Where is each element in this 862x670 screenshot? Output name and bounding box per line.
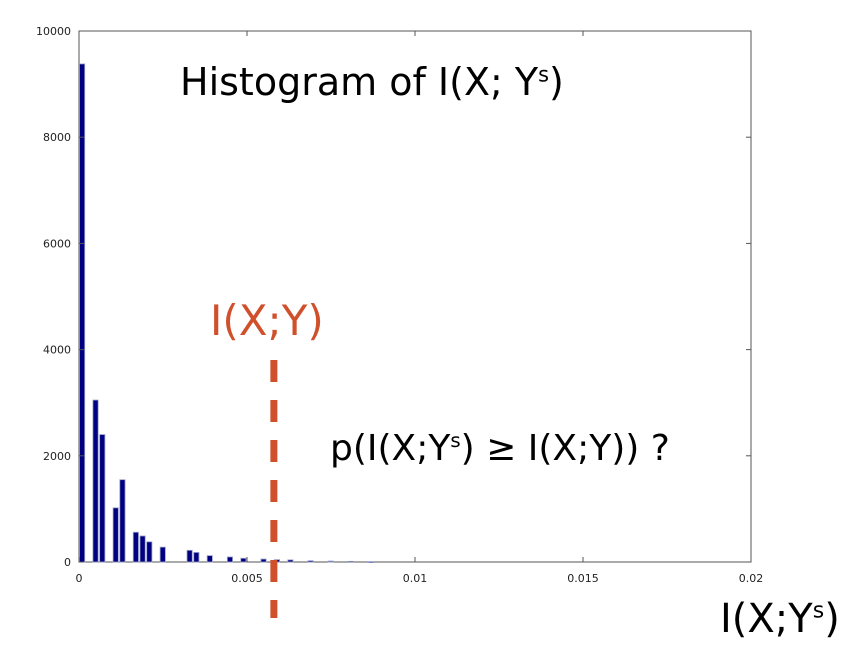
y-tick-label-3: 6000 <box>43 237 71 250</box>
histogram-bars <box>79 63 375 563</box>
histogram-bar-7 <box>146 541 153 563</box>
y-tick-label-2: 4000 <box>43 344 71 357</box>
histogram-bar-6 <box>139 535 146 563</box>
histogram-bar-9 <box>186 549 193 563</box>
x-tick-label-1: 0.005 <box>231 572 263 585</box>
x-tick-label-0: 0 <box>76 572 83 585</box>
histogram-bar-10 <box>193 552 200 563</box>
histogram-bar-19 <box>347 560 354 563</box>
histogram-bar-12 <box>226 556 233 563</box>
y-tick-label-1: 2000 <box>43 450 71 463</box>
y-tick-label-0: 0 <box>64 556 71 569</box>
histogram-bar-13 <box>240 557 247 563</box>
histogram-bar-20 <box>368 561 375 563</box>
histogram-bar-8 <box>159 546 166 563</box>
histogram-bar-4 <box>119 479 126 563</box>
x-tick-label-4: 0.02 <box>739 572 764 585</box>
histogram-bar-11 <box>206 555 213 563</box>
histogram-bar-17 <box>307 560 314 563</box>
histogram-bar-0 <box>79 63 86 563</box>
histogram-bar-14 <box>260 558 267 563</box>
y-tick-label-5: 10000 <box>36 25 71 38</box>
histogram-bar-5 <box>132 531 139 563</box>
axis-ticks: 0 0.005 0.01 0.015 0.02 0 2000 4000 6000 8000 1000… <box>36 25 763 585</box>
histogram-bar-2 <box>99 434 106 563</box>
histogram-bar-1 <box>92 399 99 563</box>
p-value-question: p(I(X;Ys) ≥ I(X;Y)) ? <box>330 428 670 469</box>
chart-title: Histogram of I(X; Ys) <box>180 60 564 104</box>
y-tick-label-4: 8000 <box>43 131 71 144</box>
x-tick-label-2: 0.01 <box>403 572 428 585</box>
histogram-bar-18 <box>327 560 334 563</box>
histogram-bar-3 <box>112 507 119 563</box>
x-tick-label-3: 0.015 <box>567 572 599 585</box>
x-axis-label: I(X;Ys) <box>720 596 840 642</box>
observed-value-label: I(X;Y) <box>210 296 324 345</box>
plot-frame <box>78 30 752 563</box>
histogram-bar-16 <box>287 559 294 563</box>
